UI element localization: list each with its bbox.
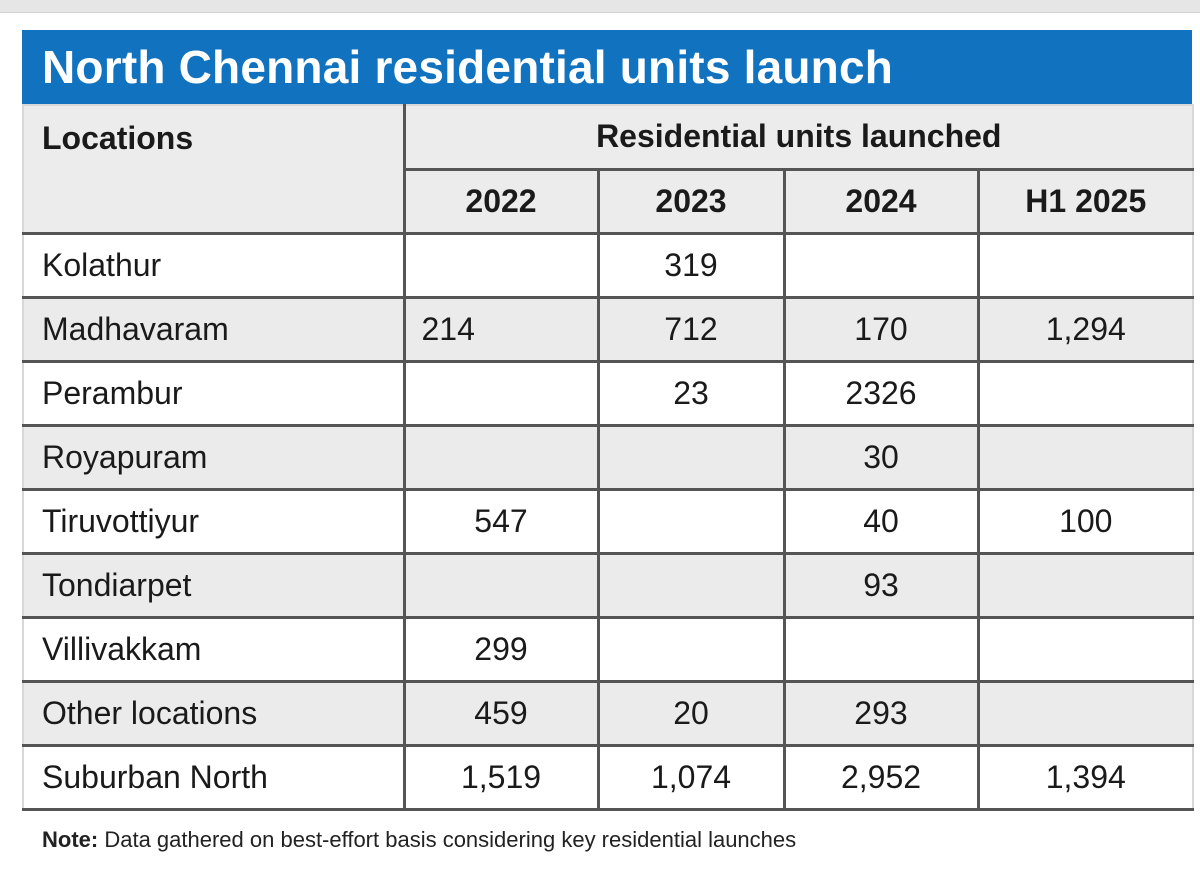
value-2024: 2,952 bbox=[782, 743, 979, 811]
header-units-launched: Residential units launched bbox=[402, 104, 1195, 170]
top-border-strip bbox=[0, 0, 1200, 13]
value-2024: 293 bbox=[782, 679, 979, 746]
header-locations: Locations bbox=[22, 104, 406, 234]
table-title: North Chennai residential units launch bbox=[42, 41, 894, 93]
header-year-2023: 2023 bbox=[596, 167, 785, 234]
value-2023 bbox=[596, 487, 785, 554]
location-cell: Kolathur bbox=[22, 231, 406, 298]
header-year-2022: 2022 bbox=[403, 167, 599, 234]
location-cell: Tondiarpet bbox=[22, 551, 406, 618]
value-2023 bbox=[596, 423, 785, 490]
value-2023: 23 bbox=[596, 359, 785, 426]
title-bar: North Chennai residential units launch bbox=[22, 30, 1192, 104]
footnote-label: Note: bbox=[42, 826, 99, 852]
table-row: Perambur 23 2326 bbox=[22, 359, 1195, 426]
table-body: Kolathur 319 Madhavaram 214 712 170 1,29… bbox=[22, 231, 1195, 811]
table-row: Tiruvottiyur 547 40 100 bbox=[22, 487, 1195, 554]
table-row: Other locations 459 20 293 bbox=[22, 679, 1195, 746]
table-row: Royapuram 30 bbox=[22, 423, 1195, 490]
value-2024 bbox=[782, 231, 979, 298]
value-2022: 547 bbox=[403, 487, 599, 554]
location-cell: Royapuram bbox=[22, 423, 406, 490]
value-2022: 299 bbox=[403, 615, 599, 682]
value-h1-2025: 1,394 bbox=[976, 743, 1195, 811]
value-2023: 20 bbox=[596, 679, 785, 746]
table-row: Tondiarpet 93 bbox=[22, 551, 1195, 618]
location-cell: Suburban North bbox=[22, 743, 406, 811]
value-2023 bbox=[596, 551, 785, 618]
value-h1-2025 bbox=[976, 679, 1195, 746]
value-2024: 30 bbox=[782, 423, 979, 490]
value-2023: 319 bbox=[596, 231, 785, 298]
value-2022: 459 bbox=[403, 679, 599, 746]
value-2023: 712 bbox=[596, 295, 785, 362]
table-row: Kolathur 319 bbox=[22, 231, 1195, 298]
location-cell: Villivakkam bbox=[22, 615, 406, 682]
value-2024: 2326 bbox=[782, 359, 979, 426]
table-row-total: Suburban North 1,519 1,074 2,952 1,394 bbox=[22, 743, 1195, 811]
footnote-text: Data gathered on best-effort basis consi… bbox=[104, 826, 797, 852]
table-card: North Chennai residential units launch L… bbox=[22, 30, 1195, 853]
value-h1-2025 bbox=[976, 551, 1195, 618]
value-h1-2025: 1,294 bbox=[976, 295, 1195, 362]
location-cell: Other locations bbox=[22, 679, 406, 746]
footnote: Note: Data gathered on best-effort basis… bbox=[22, 827, 1192, 853]
value-2022 bbox=[403, 423, 599, 490]
value-2022 bbox=[403, 359, 599, 426]
value-2024 bbox=[782, 615, 979, 682]
value-2023 bbox=[596, 615, 785, 682]
value-2022 bbox=[403, 231, 599, 298]
header-year-2024: 2024 bbox=[782, 167, 979, 234]
value-2022 bbox=[403, 551, 599, 618]
value-2022: 214 bbox=[403, 295, 599, 362]
header-year-h1-2025: H1 2025 bbox=[976, 167, 1195, 234]
value-h1-2025 bbox=[976, 359, 1195, 426]
table-row: Villivakkam 299 bbox=[22, 615, 1195, 682]
location-cell: Tiruvottiyur bbox=[22, 487, 406, 554]
units-table: Locations Residential units launched 202… bbox=[22, 104, 1195, 811]
value-2023: 1,074 bbox=[596, 743, 785, 811]
location-cell: Madhavaram bbox=[22, 295, 406, 362]
value-2022: 1,519 bbox=[403, 743, 599, 811]
value-2024: 93 bbox=[782, 551, 979, 618]
value-h1-2025 bbox=[976, 423, 1195, 490]
value-h1-2025 bbox=[976, 231, 1195, 298]
value-h1-2025 bbox=[976, 615, 1195, 682]
value-h1-2025: 100 bbox=[976, 487, 1195, 554]
location-cell: Perambur bbox=[22, 359, 406, 426]
value-2024: 40 bbox=[782, 487, 979, 554]
value-2024: 170 bbox=[782, 295, 979, 362]
table-row: Madhavaram 214 712 170 1,294 bbox=[22, 295, 1195, 362]
